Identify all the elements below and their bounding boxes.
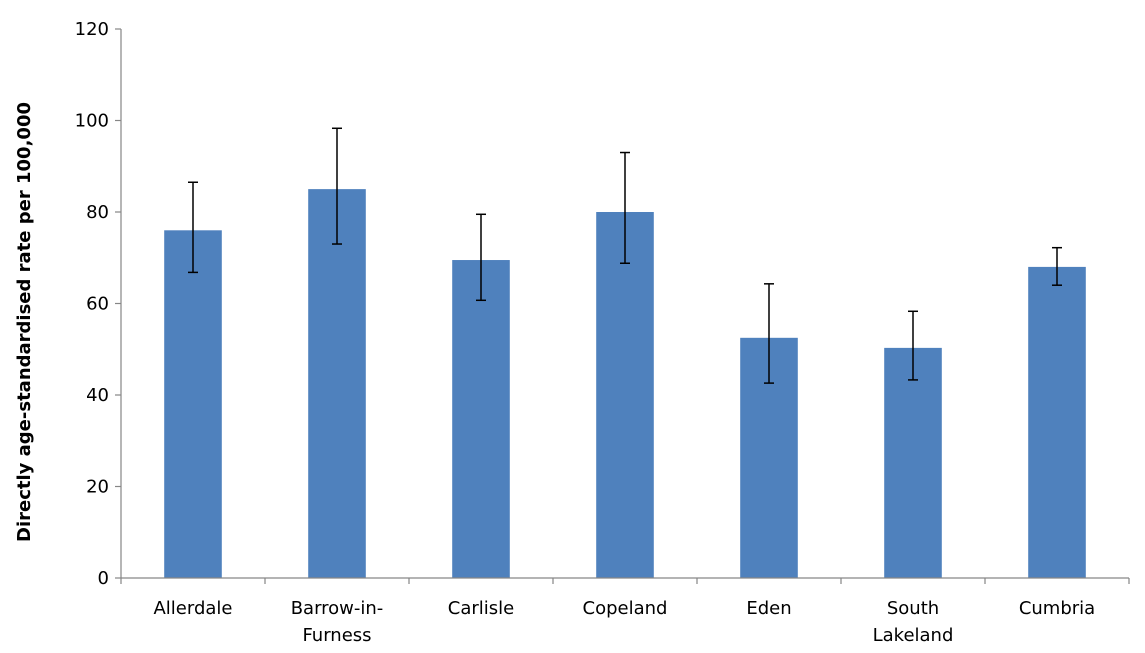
y-tick-label: 20 (86, 477, 109, 498)
y-tick-label: 120 (75, 19, 109, 40)
x-axis: Allerdale Barrow-in-Furness Carlisle Copela… (120, 577, 1130, 646)
y-tick-label: 60 (86, 294, 109, 315)
x-tick-label: South Lakeland (873, 598, 954, 646)
y-axis-title: Directly age-standardised rate per 100,0… (14, 102, 35, 542)
bar (596, 212, 654, 578)
bars (164, 189, 1086, 579)
y-tick-label: 0 (98, 568, 109, 589)
bar (164, 230, 222, 579)
x-tick-label: Copeland (583, 598, 668, 619)
bar (452, 260, 510, 578)
x-tick-label: Carlisle (448, 598, 514, 619)
bar (308, 189, 366, 578)
y-axis: 0 20 40 60 80 100 120 (75, 19, 122, 589)
y-tick-label: 40 (86, 385, 109, 406)
x-tick-label: Cumbria (1019, 598, 1095, 619)
bar (884, 347, 942, 578)
error-bars (188, 127, 1062, 384)
x-tick-label: Allerdale (153, 598, 232, 619)
y-tick-label: 100 (75, 111, 109, 132)
bar (1028, 266, 1086, 578)
x-tick-label: Barrow-in-Furness (291, 598, 384, 646)
x-tick-label: Eden (746, 598, 791, 619)
y-tick-label: 80 (86, 202, 109, 223)
